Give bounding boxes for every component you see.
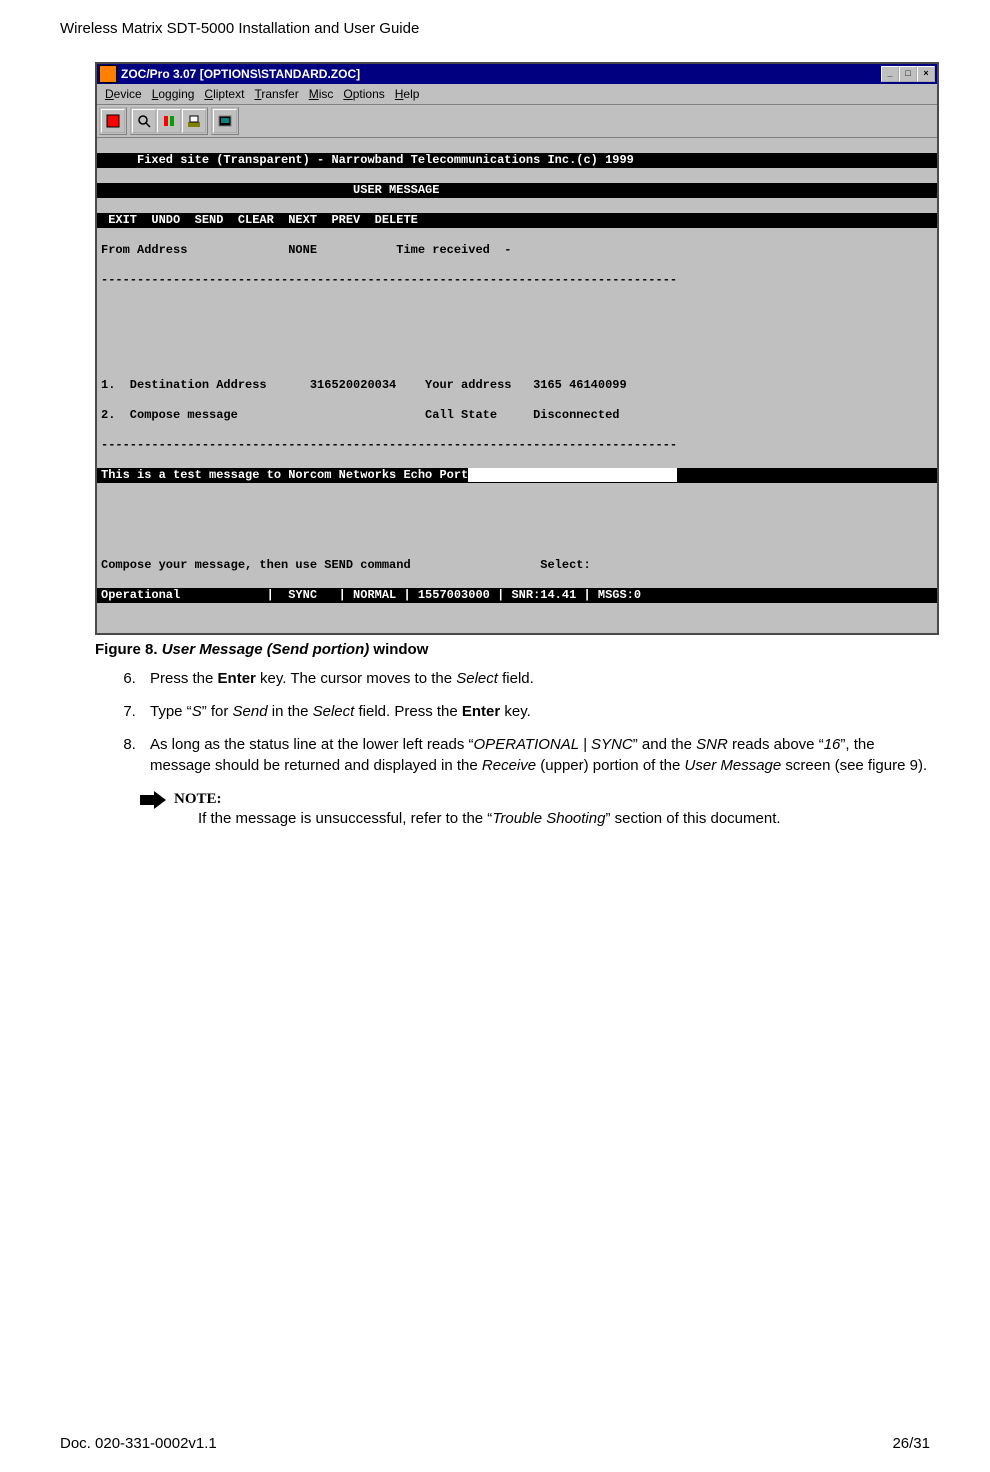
window-controls: _ □ × (881, 66, 935, 82)
figure-caption: Figure 8. User Message (Send portion) wi… (95, 641, 930, 658)
t-l19: Compose your message, then use SEND comm… (97, 558, 937, 573)
maximize-button[interactable]: □ (899, 66, 917, 82)
t-l11: 1. Destination Address 316520020034 Your… (97, 378, 937, 393)
t-l12: 2. Compose message Call State Disconnect… (97, 408, 937, 423)
menu-misc[interactable]: Misc (309, 87, 334, 101)
step-8: As long as the status line at the lower … (140, 734, 930, 776)
t-l1: Fixed site (Transparent) - Narrowband Te… (97, 153, 937, 168)
app-icon (99, 65, 117, 83)
note-block: NOTE: If the message is unsuccessful, re… (140, 791, 930, 829)
tool-btn-1[interactable] (101, 109, 125, 133)
t-l2: USER MESSAGE (97, 183, 937, 198)
terminal: Fixed site (Transparent) - Narrowband Te… (97, 138, 937, 633)
note-arrow-icon (140, 793, 168, 807)
menu-transfer[interactable]: Transfer (254, 87, 298, 101)
t-l13: ----------------------------------------… (97, 438, 937, 453)
t-l4: From Address NONE Time received - (97, 243, 937, 258)
minimize-button[interactable]: _ (881, 66, 899, 82)
t-l14: This is a test message to Norcom Network… (97, 468, 937, 483)
menu-device[interactable]: Device (105, 87, 142, 101)
note-body: If the message is unsuccessful, refer to… (198, 808, 930, 829)
steps-list: Press the Enter key. The cursor moves to… (95, 668, 930, 776)
menu-help[interactable]: Help (395, 87, 420, 101)
close-button[interactable]: × (917, 66, 935, 82)
step-6: Press the Enter key. The cursor moves to… (140, 668, 930, 689)
tool-btn-4[interactable] (182, 109, 206, 133)
tool-btn-3[interactable] (157, 109, 181, 133)
footer: Doc. 020-331-0002v1.1 26/31 (60, 1435, 930, 1452)
window-title: ZOC/Pro 3.07 [OPTIONS\STANDARD.ZOC] (121, 67, 360, 81)
t-l20: Operational | SYNC | NORMAL | 1557003000… (97, 588, 937, 603)
menubar: Device Logging Cliptext Transfer Misc Op… (97, 84, 937, 105)
tool-btn-5[interactable] (213, 109, 237, 133)
menu-logging[interactable]: Logging (152, 87, 195, 101)
titlebar: ZOC/Pro 3.07 [OPTIONS\STANDARD.ZOC] _ □ … (97, 64, 937, 84)
t-l3: EXIT UNDO SEND CLEAR NEXT PREV DELETE (97, 213, 937, 228)
doc-header: Wireless Matrix SDT-5000 Installation an… (60, 20, 930, 37)
step-7: Type “S” for Send in the Select field. P… (140, 701, 930, 722)
tool-btn-2[interactable] (132, 109, 156, 133)
page-number: 26/31 (892, 1435, 930, 1452)
menu-options[interactable]: Options (343, 87, 384, 101)
note-label: NOTE: (174, 791, 222, 808)
app-window: ZOC/Pro 3.07 [OPTIONS\STANDARD.ZOC] _ □ … (95, 62, 939, 635)
doc-id: Doc. 020-331-0002v1.1 (60, 1435, 217, 1452)
toolbar (97, 105, 937, 138)
menu-cliptext[interactable]: Cliptext (204, 87, 244, 101)
t-l5: ----------------------------------------… (97, 273, 937, 288)
